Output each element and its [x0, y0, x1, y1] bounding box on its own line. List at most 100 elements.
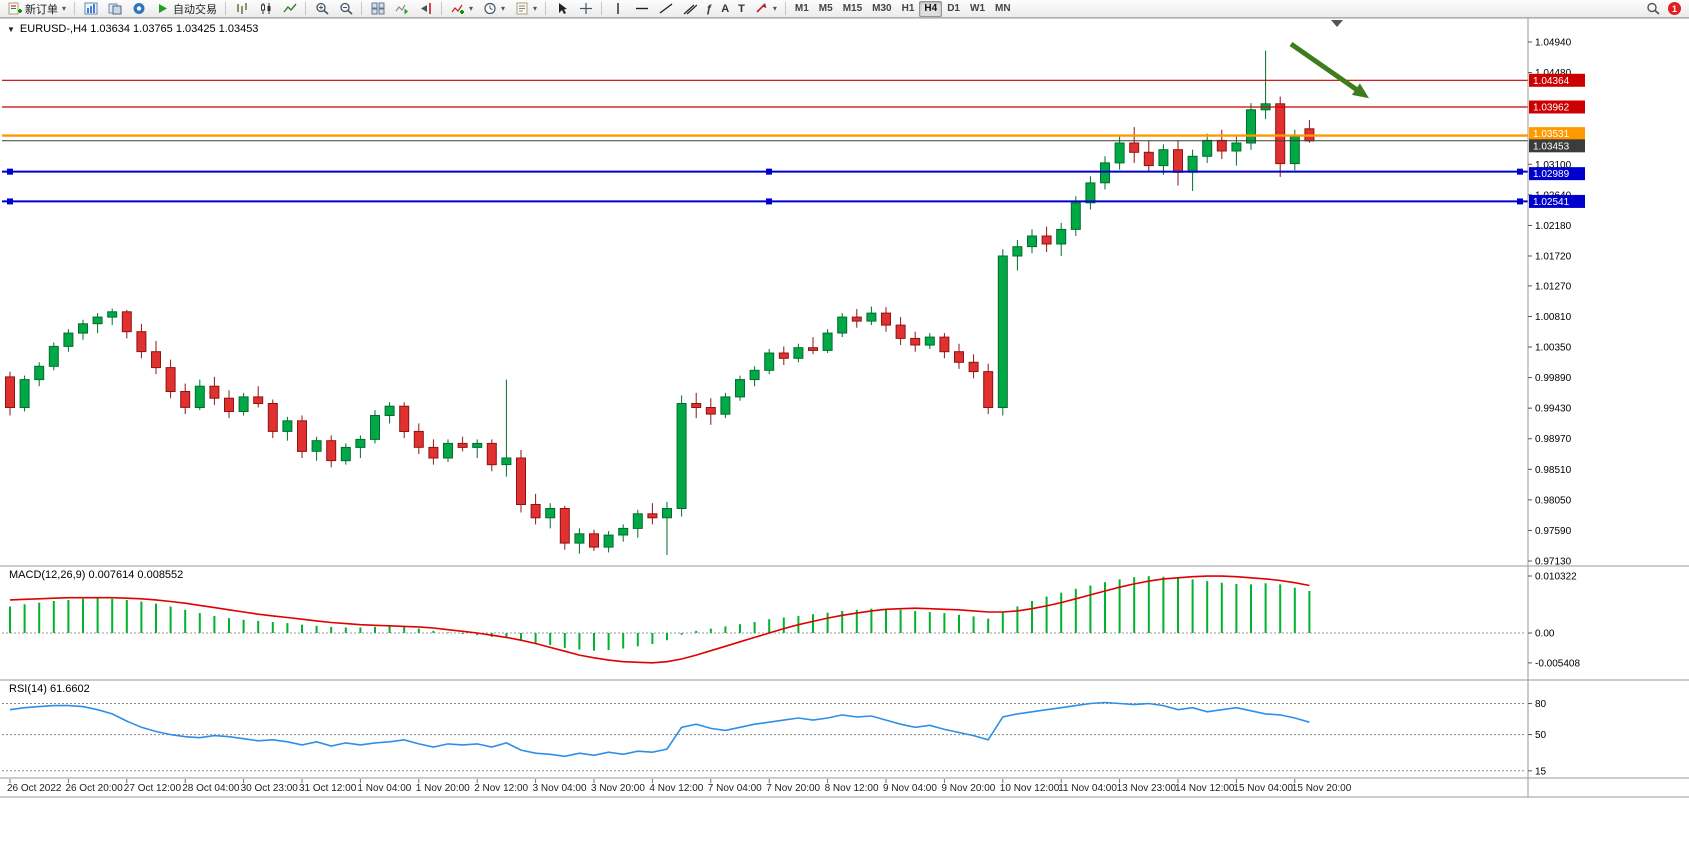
vertical-line-icon	[610, 2, 625, 16]
line-drag-handle[interactable]	[7, 198, 13, 205]
timeframe-button-MN[interactable]: MN	[990, 1, 1016, 17]
trend-arrow-head[interactable]	[1351, 83, 1370, 99]
dropdown-caret-icon: ▾	[533, 4, 538, 13]
equidistant-channel-icon	[682, 2, 697, 16]
template-icon	[514, 2, 529, 16]
timeframe-button-M30[interactable]: M30	[867, 1, 896, 17]
time-axis-label: 31 Oct 12:00	[299, 783, 357, 794]
time-axis-label: 28 Oct 04:00	[182, 783, 240, 794]
horizontal-line-button[interactable]	[630, 1, 653, 17]
price-tick-label: 1.01270	[1535, 281, 1572, 292]
macd-indicator-label: MACD(12,26,9) 0.007614 0.008552	[9, 569, 184, 581]
dropdown-caret-icon: ▾	[62, 4, 67, 13]
tile-windows-button[interactable]	[366, 1, 389, 17]
time-axis-label: 26 Oct 2022	[7, 783, 62, 794]
timeframe-button-W1[interactable]: W1	[965, 1, 990, 17]
rsi-scale-label: 80	[1535, 699, 1547, 710]
time-axis-label: 13 Nov 23:00	[1117, 783, 1177, 794]
indicators-icon	[450, 2, 465, 16]
macd-signal-line	[9, 575, 1310, 664]
timeframe-button-D1[interactable]: D1	[942, 1, 965, 17]
candlestick-icon	[258, 2, 273, 16]
price-tick-label: 1.02180	[1535, 221, 1572, 232]
candlestick-chart-type-button[interactable]	[254, 1, 277, 17]
time-axis-label: 3 Nov 20:00	[591, 783, 645, 794]
new-chart-button[interactable]	[79, 1, 102, 17]
cursor-button[interactable]	[550, 1, 573, 17]
price-tick-label: 0.97130	[1535, 556, 1572, 567]
rsi-line	[9, 701, 1310, 758]
time-axis-label: 1 Nov 04:00	[357, 783, 411, 794]
toolbar-separator	[545, 2, 547, 15]
time-axis-label: 1 Nov 20:00	[416, 783, 470, 794]
community-button[interactable]	[127, 1, 150, 17]
autotrading-button[interactable]: 自动交易	[151, 1, 221, 17]
time-axis-label: 30 Oct 23:00	[241, 783, 299, 794]
toolbar-separator	[361, 2, 363, 15]
line-drag-handle[interactable]	[766, 198, 772, 205]
price-tick-label: 1.03100	[1535, 160, 1572, 171]
chart-shift-button[interactable]	[414, 1, 437, 17]
trend-arrow-annotation[interactable]	[1289, 41, 1362, 95]
trendline-icon	[658, 2, 673, 16]
price-badge	[1529, 194, 1585, 208]
rsi-scale-label: 15	[1535, 766, 1547, 777]
dropdown-caret-icon: ▾	[501, 4, 506, 13]
arrows-button[interactable]: ▾	[750, 1, 781, 17]
price-tick-label: 0.98050	[1535, 495, 1572, 506]
time-axis-label: 2 Nov 12:00	[474, 783, 528, 794]
price-tick-label: 1.04940	[1535, 38, 1572, 49]
macd-scale-label: -0.005408	[1535, 658, 1580, 669]
zoom-out-button[interactable]	[334, 1, 357, 17]
bar-chart-type-button[interactable]	[230, 1, 253, 17]
fibonacci-button[interactable]: ƒ	[702, 1, 716, 17]
periods-button[interactable]: ▾	[478, 1, 509, 17]
profiles-icon	[107, 2, 122, 16]
time-axis-label: 15 Nov 20:00	[1292, 783, 1352, 794]
search-button[interactable]	[1641, 1, 1664, 17]
toolbar-separator	[305, 2, 307, 15]
vertical-line-button[interactable]	[606, 1, 629, 17]
time-axis-label: 26 Oct 20:00	[65, 783, 123, 794]
line-drag-handle[interactable]	[7, 168, 13, 175]
chart-symbol-label: ▼ EURUSD-,H4 1.03634 1.03765 1.03425 1.0…	[7, 23, 258, 35]
dropdown-caret-icon: ▾	[469, 4, 474, 13]
zoom-out-icon	[338, 2, 353, 16]
price-badge	[1529, 139, 1585, 153]
price-tick-label: 0.99430	[1535, 404, 1572, 415]
line-chart-icon	[282, 2, 297, 16]
crosshair-button[interactable]	[574, 1, 597, 17]
toolbar-separator	[225, 2, 227, 15]
timeframe-button-H1[interactable]: H1	[897, 1, 920, 17]
timeframe-button-M15[interactable]: M15	[838, 1, 867, 17]
auto-scroll-icon	[394, 2, 409, 16]
templates-button[interactable]: ▾	[510, 1, 541, 17]
indicators-button[interactable]: ▾	[446, 1, 477, 17]
time-axis-label: 8 Nov 12:00	[825, 783, 879, 794]
channel-button[interactable]	[678, 1, 701, 17]
notification-badge[interactable]: 1	[1668, 2, 1681, 15]
timeframe-button-M5[interactable]: M5	[814, 1, 838, 17]
new-order-button[interactable]: 新订单 ▾	[3, 1, 70, 17]
profiles-button[interactable]	[103, 1, 126, 17]
one-click-trading-collapse-icon[interactable]: ▼	[7, 24, 15, 34]
timeframe-button-M1[interactable]: M1	[790, 1, 814, 17]
text-label-button[interactable]: T	[734, 1, 749, 17]
text-button[interactable]: A	[717, 1, 733, 17]
trendline-button[interactable]	[654, 1, 677, 17]
rsi-scale-label: 50	[1535, 730, 1547, 741]
toolbar: 新订单 ▾ 自动交易	[0, 0, 1689, 18]
line-drag-handle[interactable]	[1517, 198, 1523, 205]
chart-shift-marker-icon[interactable]	[1331, 20, 1343, 27]
auto-scroll-button[interactable]	[390, 1, 413, 17]
time-axis-label: 3 Nov 04:00	[533, 783, 587, 794]
price-badge-label: 1.03531	[1533, 129, 1570, 140]
zoom-in-button[interactable]	[310, 1, 333, 17]
timeframe-button-H4[interactable]: H4	[919, 0, 943, 17]
line-drag-handle[interactable]	[1517, 168, 1523, 175]
price-tick-label: 0.98970	[1535, 434, 1572, 445]
line-chart-type-button[interactable]	[278, 1, 301, 17]
line-drag-handle[interactable]	[766, 168, 772, 175]
